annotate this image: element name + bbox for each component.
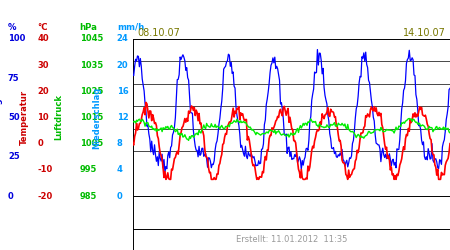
Text: hPa: hPa xyxy=(80,22,98,32)
Text: 985: 985 xyxy=(80,192,97,201)
Text: 30: 30 xyxy=(37,60,49,70)
Text: 40: 40 xyxy=(37,34,49,43)
Text: 10: 10 xyxy=(37,113,49,122)
Text: 12: 12 xyxy=(117,113,129,122)
Text: 8: 8 xyxy=(117,139,122,148)
Text: 14.10.07: 14.10.07 xyxy=(403,28,446,38)
Text: 4: 4 xyxy=(117,166,123,174)
Text: 1045: 1045 xyxy=(80,34,103,43)
Text: °C: °C xyxy=(37,22,48,32)
Text: mm/h: mm/h xyxy=(117,22,144,32)
Text: 16: 16 xyxy=(117,87,129,96)
Text: 1025: 1025 xyxy=(80,87,103,96)
Text: 1035: 1035 xyxy=(80,60,103,70)
Text: Luftdruck: Luftdruck xyxy=(54,94,63,140)
Text: Luftfeuchtigkeit: Luftfeuchtigkeit xyxy=(0,79,2,156)
Text: %: % xyxy=(8,22,17,32)
Text: Erstellt: 11.01.2012  11:35: Erstellt: 11.01.2012 11:35 xyxy=(236,235,347,244)
Text: 75: 75 xyxy=(8,74,20,82)
Text: 0: 0 xyxy=(37,139,43,148)
Text: 20: 20 xyxy=(117,60,128,70)
Text: 0: 0 xyxy=(8,192,14,201)
Text: 1005: 1005 xyxy=(80,139,103,148)
Text: 25: 25 xyxy=(8,152,20,162)
Text: 50: 50 xyxy=(8,113,20,122)
Text: 08.10.07: 08.10.07 xyxy=(137,28,180,38)
Text: 24: 24 xyxy=(117,34,129,43)
Text: 0: 0 xyxy=(117,192,122,201)
Text: Temperatur: Temperatur xyxy=(19,90,28,145)
Text: 20: 20 xyxy=(37,87,49,96)
Text: -20: -20 xyxy=(37,192,52,201)
Text: Niederschlag: Niederschlag xyxy=(92,86,101,148)
Text: -10: -10 xyxy=(37,166,52,174)
Text: 1015: 1015 xyxy=(80,113,103,122)
Text: 100: 100 xyxy=(8,34,25,43)
Text: 995: 995 xyxy=(80,166,97,174)
